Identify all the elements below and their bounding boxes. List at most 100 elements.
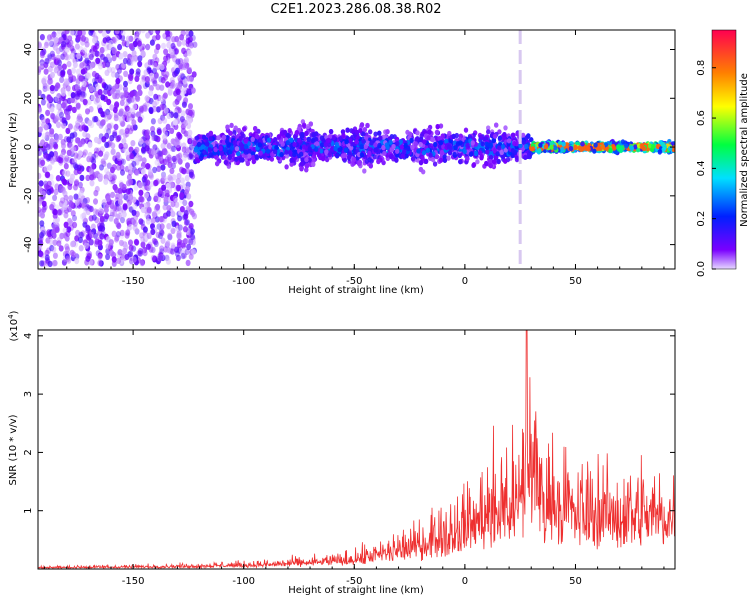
spectrogram-cell [213,147,218,153]
spectrogram-cell [180,252,186,260]
spectrogram-cell [146,206,152,214]
spectrogram-cell [223,147,228,153]
spectrogram-cell [189,154,195,161]
spectrogram-cell [41,200,47,208]
spectrogram-cell [138,138,144,145]
spectrogram-cell [179,192,185,199]
spectrogram-cell [163,55,169,62]
spectrogram-cell [104,213,110,220]
spectrogram-cell [308,121,313,127]
spectrogram-cell [84,57,90,64]
spectrogram-cell [164,71,170,78]
spectrogram-cell [394,157,399,163]
spectrogram-cell [97,89,103,96]
spectrogram-cell [144,95,150,102]
spectrogram-cell [67,35,73,42]
spectrogram-cell [94,185,100,193]
spectrogram-cell [88,239,94,246]
spectrogram-cell [166,142,172,150]
spectrogram-cell [463,127,469,133]
spectrogram-cell [128,223,134,231]
spectrogram-cell [175,225,181,232]
spectrogram-cell [162,117,168,124]
spectrogram-cell [62,203,68,211]
spectrogram-cell [187,66,192,74]
spectrogram-cell [503,125,508,131]
spectrogram-cell [304,167,309,173]
spectrogram-cell [250,136,255,142]
spectrogram-cell [503,158,508,164]
spectrogram-cell [68,143,74,150]
spectrogram-cell [146,66,152,73]
spectrogram-cell [156,128,162,136]
spectrogram-cell [132,124,138,131]
spectrogram-cell [384,142,390,148]
spectrogram-cell [292,134,298,140]
spectrogram-cell [118,52,124,60]
spectrogram-cell [192,41,198,48]
spectrogram-cell [38,66,42,73]
spectrogram-cell [341,133,346,139]
spectrogram-cell [72,61,78,69]
spectrogram-cell [188,42,194,49]
spectrogram-cell [85,236,91,243]
spectrogram-cell [60,139,66,146]
spectrogram-cell [111,36,117,44]
spectrogram-cell [60,197,65,204]
spectrogram-cell [185,259,191,267]
spectrogram-cell [66,41,72,48]
spectrogram-cell [103,83,109,91]
spectrogram-cell [129,68,135,75]
spectrogram-cell [64,155,70,162]
spectrogram-cell [46,102,52,109]
spectrogram-cell [128,194,134,201]
spectrogram-cell [53,58,59,65]
spectrogram-cell [223,159,229,165]
spectrogram-cell [121,211,127,218]
spectrogram-cell [243,144,249,150]
spectrogram-cell [38,106,42,113]
spectrogram-cell [311,131,316,138]
spectrogram-cell [311,153,317,159]
spectrogram-cell [475,159,480,165]
spectrogram-cell [150,217,156,224]
spectrogram-cell [465,156,470,162]
spectrogram-cell [76,115,82,122]
spectrogram-cell [65,85,71,92]
spectrogram-cell [110,142,116,149]
spectrogram-cell [45,230,51,237]
spectrogram-cell [186,237,192,244]
spectrogram-cell [176,40,182,47]
spectrogram-cell [39,260,45,267]
spectrogram-cell [69,30,75,36]
spectrogram-cell [354,139,359,145]
spectrogram-cell [134,146,140,154]
spectrogram-cell [122,114,128,121]
spectrogram-cell [401,149,407,155]
spectrogram-cell [83,207,89,214]
spectrogram-cell [175,178,181,185]
spectrogram-cell [137,55,143,62]
spectrogram-cell [168,162,174,169]
spectrogram-cell [323,142,328,148]
spectrogram-cell [74,235,80,242]
spectrogram-cell [218,146,223,152]
spectrogram-cell [488,158,493,164]
spectrogram-cell [377,142,382,148]
spectrogram-cell [44,249,50,257]
spectrogram-cell [87,141,93,148]
spectrogram-cell [76,164,82,172]
spectrogram-cell [238,135,243,142]
spectrogram-cell [124,253,130,261]
spectrogram-cell [182,63,187,71]
spectrogram-cell [314,141,320,147]
spectrogram-cell [114,186,120,194]
spectrogram-cell [357,161,362,167]
spectrogram-cell [79,61,85,69]
spectrogram-cell [345,127,350,133]
spectrogram-cell [40,145,46,152]
spectrogram-cell [95,57,101,64]
spectrogram-cell [106,36,112,43]
spectrogram-cell [125,35,131,42]
spectrogram-cell [154,216,160,223]
